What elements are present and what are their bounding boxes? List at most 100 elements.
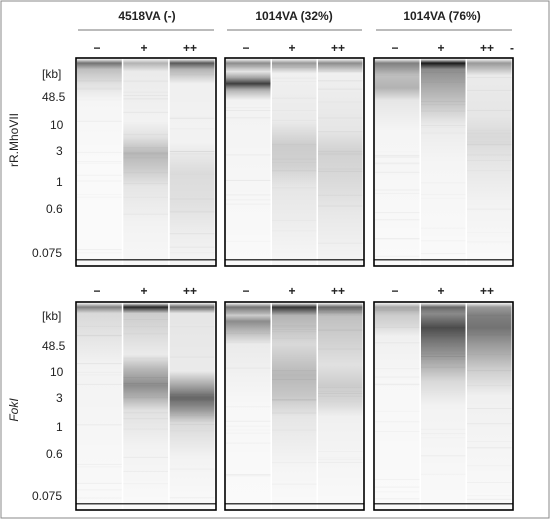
lane-texture bbox=[272, 327, 317, 328]
lane-texture bbox=[272, 399, 317, 401]
lane-texture bbox=[318, 151, 363, 152]
gel-lane bbox=[421, 59, 466, 265]
gel-lane bbox=[272, 303, 317, 509]
lane-texture bbox=[421, 133, 466, 134]
lane-texture bbox=[226, 180, 271, 181]
top-size-markers: [kb] 48.5 10 3 1 0.6 0.075 bbox=[32, 67, 66, 260]
lane-texture bbox=[318, 309, 363, 310]
lane-label-minus: − bbox=[391, 41, 398, 55]
lane-label-minus: − bbox=[391, 284, 398, 298]
group-title-1014va-32: 1014VA (32%) bbox=[255, 9, 332, 23]
lane-label-plus: + bbox=[437, 284, 444, 298]
gel-bottom-band bbox=[76, 259, 216, 261]
lane-texture bbox=[421, 182, 466, 183]
lane-texture bbox=[375, 193, 420, 194]
lane-texture bbox=[123, 111, 169, 113]
lane-texture bbox=[467, 335, 512, 336]
lane-texture bbox=[272, 331, 317, 332]
gel-lane bbox=[375, 303, 420, 509]
unit-label: [kb] bbox=[42, 309, 61, 323]
lane-texture bbox=[170, 394, 215, 395]
lane-texture bbox=[375, 368, 420, 369]
lane-texture bbox=[272, 230, 317, 231]
lane-texture bbox=[123, 147, 168, 148]
lane-texture bbox=[421, 72, 466, 73]
lane-texture bbox=[123, 172, 168, 173]
lane-texture bbox=[375, 498, 420, 499]
lane-texture bbox=[226, 199, 271, 200]
lane-texture bbox=[226, 82, 271, 84]
lane-texture bbox=[467, 232, 512, 233]
lane-texture bbox=[318, 102, 363, 103]
lane-texture bbox=[421, 104, 466, 105]
lane-texture bbox=[123, 92, 168, 93]
lane-texture bbox=[272, 325, 317, 326]
lane-texture bbox=[170, 357, 215, 358]
lane-texture bbox=[421, 474, 466, 475]
lane-texture bbox=[226, 241, 271, 242]
lane-texture bbox=[226, 367, 271, 369]
lane-texture bbox=[123, 197, 168, 198]
lane-texture bbox=[77, 175, 122, 176]
lane-texture bbox=[123, 319, 168, 320]
lane-texture bbox=[170, 174, 215, 175]
lane-label-minus: − bbox=[93, 284, 100, 298]
lane-texture bbox=[467, 154, 512, 155]
lane-label-plusplus: ++ bbox=[331, 284, 345, 298]
lane-texture bbox=[170, 326, 215, 327]
lane-texture bbox=[272, 370, 317, 372]
lane-label-plus: + bbox=[288, 41, 295, 55]
lane-texture bbox=[169, 233, 215, 235]
group-title-1014va-76: 1014VA (76%) bbox=[403, 9, 480, 23]
marker-label: 48.5 bbox=[42, 339, 66, 353]
lane-texture bbox=[318, 131, 363, 133]
lane-label-plusplus: ++ bbox=[480, 284, 494, 298]
lane-texture bbox=[375, 421, 420, 422]
lane-texture bbox=[421, 198, 466, 199]
lane-label-minus: − bbox=[242, 41, 249, 55]
lane-texture bbox=[226, 154, 271, 156]
gel-lane bbox=[226, 59, 271, 265]
lane-texture bbox=[375, 491, 420, 492]
marker-label: 10 bbox=[50, 118, 64, 132]
gel-bottom-band bbox=[374, 503, 513, 505]
gel-bottom-band bbox=[374, 259, 513, 261]
lane-texture bbox=[123, 134, 168, 135]
lane-texture bbox=[77, 326, 122, 327]
gel-panel-frame-bottom-1 bbox=[75, 301, 217, 511]
lane-texture bbox=[77, 372, 122, 373]
lane-texture bbox=[226, 320, 271, 321]
lane-texture bbox=[272, 159, 317, 160]
lane-texture bbox=[226, 430, 271, 431]
lane-texture bbox=[467, 170, 512, 171]
lane-texture bbox=[77, 482, 122, 484]
lane-texture bbox=[375, 327, 420, 328]
lane-texture bbox=[123, 418, 168, 419]
lane-texture bbox=[421, 228, 466, 229]
lane-texture bbox=[77, 466, 122, 467]
lane-texture bbox=[375, 189, 420, 191]
lane-texture bbox=[272, 120, 317, 121]
lane-label-plusplus: ++ bbox=[331, 41, 345, 55]
lane-texture bbox=[421, 312, 466, 313]
gel-panel-frame-bottom-3 bbox=[373, 301, 514, 511]
lane-texture bbox=[77, 88, 122, 89]
lane-texture bbox=[467, 144, 512, 145]
lane-texture bbox=[170, 415, 215, 416]
lane-texture bbox=[170, 421, 215, 422]
lane-texture bbox=[170, 118, 215, 119]
lane-texture bbox=[123, 396, 168, 397]
lane-texture bbox=[272, 97, 317, 98]
lane-texture bbox=[318, 81, 363, 82]
lane-texture bbox=[272, 400, 317, 401]
lane-texture bbox=[272, 144, 317, 145]
lane-texture bbox=[226, 117, 271, 119]
lane-texture bbox=[77, 181, 122, 182]
gel-bottom-band bbox=[225, 503, 364, 505]
lane-texture bbox=[467, 495, 512, 496]
lane-texture bbox=[318, 71, 363, 72]
lane-texture bbox=[467, 110, 512, 111]
lane-texture bbox=[467, 160, 512, 161]
lane-texture bbox=[421, 356, 466, 358]
